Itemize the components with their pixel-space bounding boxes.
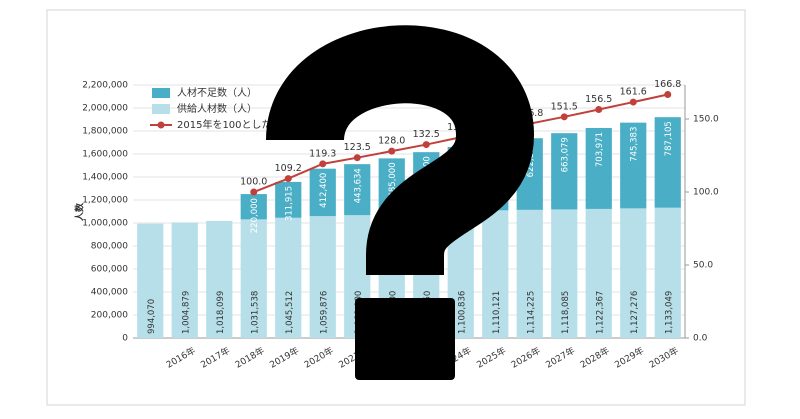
index-value-label: 166.8 xyxy=(654,79,681,90)
legend-label: 人材不足数（人） xyxy=(177,86,257,99)
bar-segment xyxy=(482,210,509,338)
y-tick-label: 2,200,000 xyxy=(82,81,128,91)
index-value-label: 132.5 xyxy=(413,129,440,140)
bar-segment xyxy=(551,209,578,338)
index-value-label: 161.6 xyxy=(620,87,647,98)
bar-value-label: 443,634 xyxy=(354,168,364,203)
legend-marker xyxy=(157,121,165,129)
index-value-label: 109.2 xyxy=(275,163,302,174)
index-point xyxy=(595,106,603,114)
y-axis-title: 人数 xyxy=(74,202,86,222)
bar-value-label: 412,400 xyxy=(319,173,329,208)
index-point xyxy=(388,147,396,155)
bar-value-label: 745,383 xyxy=(630,127,640,162)
y2-tick-label: 0.0 xyxy=(693,334,708,344)
bar-segment xyxy=(206,220,233,338)
bar-segment xyxy=(620,208,647,338)
legend-label: 供給人材数（人） xyxy=(177,102,257,115)
y-tick-label: 0 xyxy=(122,334,128,344)
bar-value-label: 220,000 xyxy=(250,198,260,233)
index-point xyxy=(250,188,258,196)
index-point xyxy=(353,154,361,162)
index-value-label: 156.5 xyxy=(585,94,612,105)
bar-segment xyxy=(585,208,612,338)
index-value-label: 100.0 xyxy=(240,177,267,188)
bar-segment xyxy=(620,122,647,209)
y-tick-label: 1,800,000 xyxy=(82,127,128,137)
bar-value-label: 1,118,085 xyxy=(561,291,571,334)
bar-value-label: 703,971 xyxy=(595,132,605,167)
index-point xyxy=(629,98,637,106)
bar-value-label: 1,110,121 xyxy=(492,291,502,334)
bar-segment xyxy=(240,194,267,220)
bar-segment xyxy=(551,133,578,210)
bar-value-label: 1,133,049 xyxy=(664,291,674,334)
bar-value-label: 1,100,836 xyxy=(457,291,467,334)
y-tick-label: 1,400,000 xyxy=(82,173,128,183)
y-tick-label: 1,600,000 xyxy=(82,150,128,160)
bar-value-label: 1,031,538 xyxy=(250,291,260,334)
bar-value-label: 622,882 xyxy=(526,142,536,177)
bar-segment xyxy=(275,217,302,338)
index-point xyxy=(284,175,292,183)
bar-segment xyxy=(654,117,681,208)
y-tick-label: 600,000 xyxy=(91,265,128,275)
y2-tick-label: 100.0 xyxy=(693,188,719,198)
bar-value-label: 1,018,099 xyxy=(216,291,226,334)
bar-value-label: 1,114,225 xyxy=(526,291,536,334)
bar-value-label: 663,079 xyxy=(561,137,571,172)
index-point xyxy=(664,90,672,98)
y-tick-label: 1,200,000 xyxy=(82,196,128,206)
y-tick-label: 800,000 xyxy=(91,242,128,252)
index-point xyxy=(319,160,327,168)
bar-segment xyxy=(137,223,164,338)
y-tick-label: 2,000,000 xyxy=(82,104,128,114)
bar-value-label: 311,915 xyxy=(285,186,295,221)
y-tick-label: 200,000 xyxy=(91,311,128,321)
bar-value-label: 787,105 xyxy=(664,121,674,156)
index-value-label: 128.0 xyxy=(378,136,405,147)
y2-tick-label: 50.0 xyxy=(693,261,713,271)
bar-segment xyxy=(516,209,543,338)
bar-value-label: 1,122,367 xyxy=(595,291,605,334)
bar-segment xyxy=(240,219,267,338)
bar-value-label: 1,127,276 xyxy=(630,291,640,334)
bar-value-label: 1,059,876 xyxy=(319,291,329,334)
index-point xyxy=(422,141,430,149)
bar-segment xyxy=(309,168,336,217)
y-tick-label: 1,000,000 xyxy=(82,219,128,229)
bar-segment xyxy=(309,216,336,338)
index-value-label: 123.5 xyxy=(344,142,371,153)
index-value-label: 119.3 xyxy=(309,148,336,159)
y-tick-label: 400,000 xyxy=(91,288,128,298)
bar-value-label: 1,004,879 xyxy=(181,291,191,334)
index-point xyxy=(560,113,568,121)
bar-segment xyxy=(585,127,612,209)
legend-swatch xyxy=(152,88,170,98)
bar-value-label: 485,000 xyxy=(388,162,398,197)
legend-swatch xyxy=(152,104,170,114)
bar-segment xyxy=(275,181,302,218)
y2-tick-label: 150.0 xyxy=(693,115,719,125)
question-mark-overlay xyxy=(266,25,535,275)
bar-segment xyxy=(171,222,198,338)
index-value-label: 151.5 xyxy=(551,101,578,112)
bar-segment xyxy=(344,164,371,216)
bar-segment xyxy=(654,207,681,338)
bar-value-label: 1,045,512 xyxy=(285,291,295,334)
question-mark-overlay xyxy=(355,298,455,380)
bar-value-label: 994,070 xyxy=(147,299,157,334)
